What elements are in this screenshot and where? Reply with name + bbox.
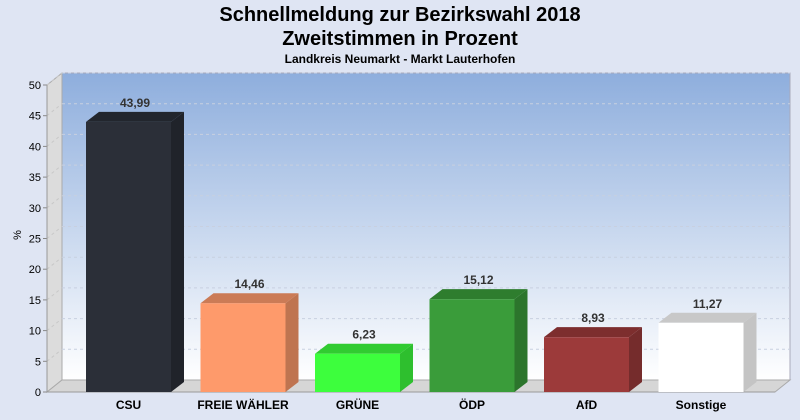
y-tick-label: 15 bbox=[29, 295, 41, 307]
bar-value-label: 6,23 bbox=[352, 328, 376, 342]
bar-top bbox=[544, 327, 642, 338]
bar bbox=[315, 353, 400, 392]
bar-value-label: 11,27 bbox=[693, 297, 723, 311]
bar-top bbox=[315, 343, 413, 354]
x-category-label: ÖDP bbox=[459, 397, 485, 412]
bar bbox=[429, 299, 515, 392]
y-tick-label: 10 bbox=[29, 326, 41, 338]
bar-value-label: 15,12 bbox=[463, 273, 493, 287]
bar-value-label: 14,46 bbox=[234, 277, 264, 291]
x-category-label: CSU bbox=[116, 398, 141, 412]
x-category-label: Sonstige bbox=[676, 398, 727, 412]
y-tick-label: 0 bbox=[35, 387, 41, 399]
bar-value-label: 8,93 bbox=[581, 311, 605, 325]
chart-title: Schnellmeldung zur Bezirkswahl 2018 bbox=[219, 4, 581, 26]
x-category-label: FREIE WÄHLER bbox=[197, 397, 289, 412]
chart-subtitle: Zweitstimmen in Prozent bbox=[282, 28, 518, 50]
bar-side bbox=[743, 312, 757, 392]
bar bbox=[86, 121, 171, 392]
bar-side bbox=[171, 111, 184, 392]
y-tick-label: 20 bbox=[29, 264, 41, 276]
bar-side bbox=[400, 343, 413, 392]
plot-side-wall bbox=[46, 71, 63, 394]
bar bbox=[544, 337, 629, 392]
y-axis-label: % bbox=[12, 230, 24, 240]
bar-side bbox=[629, 327, 642, 392]
bar-top bbox=[200, 293, 299, 304]
bar-top bbox=[429, 289, 528, 300]
bar-value-label: 43,99 bbox=[120, 96, 150, 110]
chart-region-subtitle: Landkreis Neumarkt - Markt Lauterhofen bbox=[284, 52, 516, 66]
y-tick-label: 35 bbox=[29, 172, 41, 184]
y-tick-label: 50 bbox=[29, 80, 41, 92]
x-category-label: AfD bbox=[576, 398, 598, 412]
y-tick-label: 30 bbox=[29, 203, 41, 215]
y-tick-label: 25 bbox=[29, 234, 41, 246]
bar-side bbox=[285, 293, 299, 392]
y-tick-label: 5 bbox=[35, 356, 41, 368]
bar bbox=[658, 322, 744, 392]
bar-side bbox=[514, 289, 528, 392]
x-category-label: GRÜNE bbox=[336, 397, 379, 412]
bar bbox=[200, 303, 286, 392]
bar-top bbox=[86, 111, 184, 122]
y-tick-label: 45 bbox=[29, 111, 41, 123]
bar-top bbox=[658, 312, 757, 323]
y-tick-label: 40 bbox=[29, 141, 41, 153]
